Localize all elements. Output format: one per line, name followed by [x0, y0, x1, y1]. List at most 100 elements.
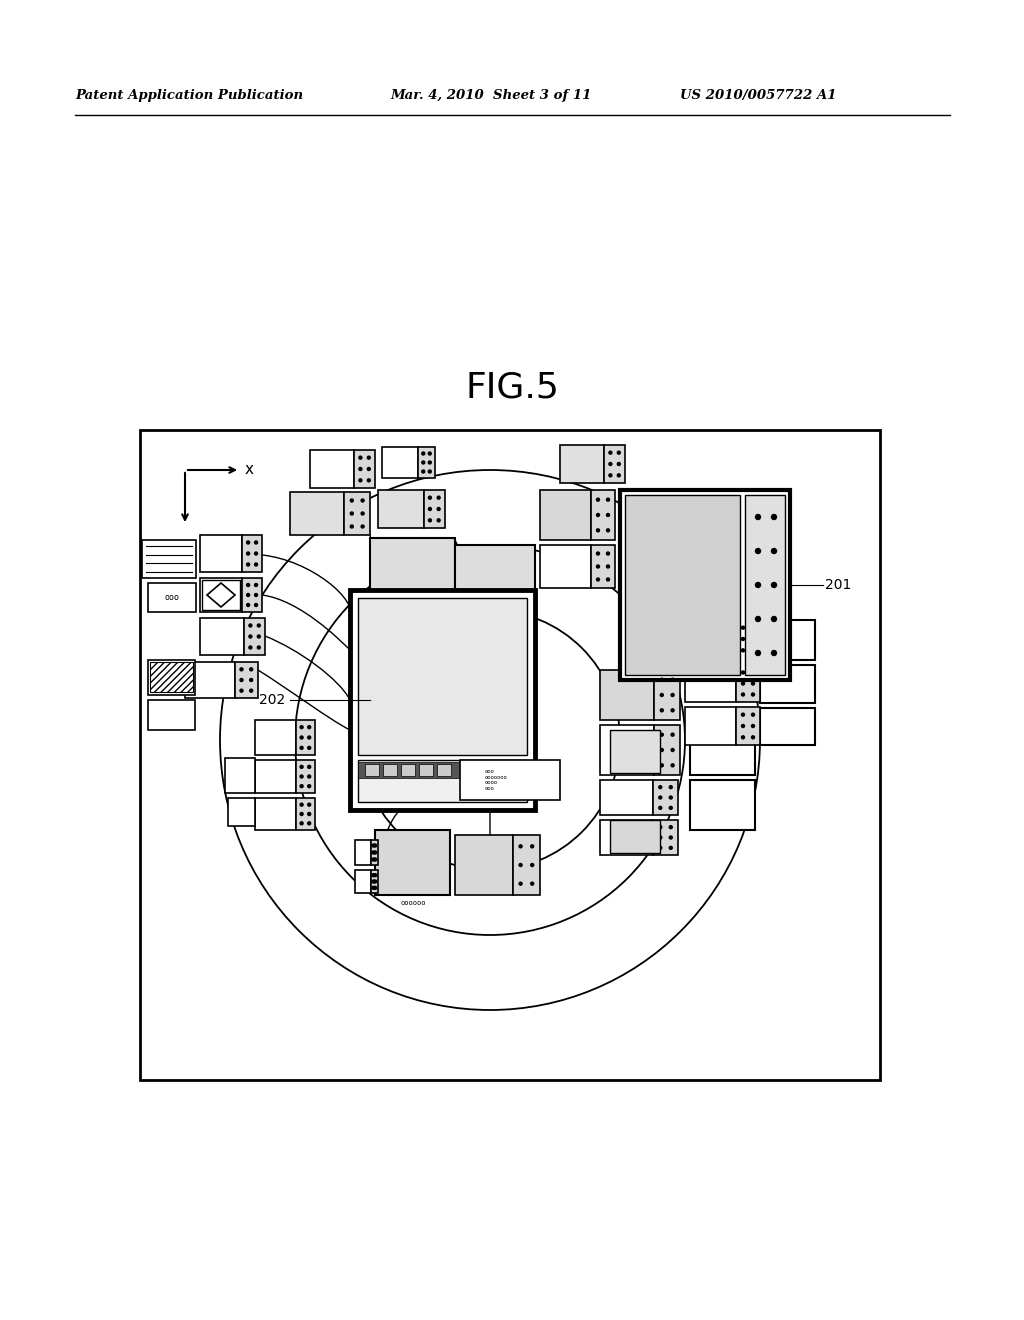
Circle shape: [752, 735, 755, 739]
Circle shape: [606, 578, 609, 581]
Circle shape: [240, 668, 243, 671]
Bar: [290, 492, 344, 535]
Circle shape: [597, 529, 599, 532]
Bar: [540, 490, 591, 540]
Circle shape: [255, 594, 258, 597]
Text: FIG.5: FIG.5: [465, 371, 559, 405]
Bar: [760, 708, 815, 744]
Circle shape: [374, 874, 377, 876]
Circle shape: [255, 564, 258, 566]
Bar: [620, 490, 790, 680]
Circle shape: [368, 479, 371, 482]
Circle shape: [437, 496, 440, 499]
Circle shape: [300, 775, 303, 777]
Circle shape: [741, 638, 744, 640]
Circle shape: [597, 578, 599, 581]
Bar: [437, 764, 451, 776]
Bar: [354, 450, 375, 488]
Bar: [242, 578, 262, 612]
Bar: [745, 495, 785, 675]
Circle shape: [617, 462, 621, 466]
Circle shape: [247, 541, 250, 544]
Circle shape: [307, 775, 310, 777]
Circle shape: [658, 807, 662, 809]
Circle shape: [752, 671, 755, 675]
Circle shape: [374, 851, 377, 854]
Bar: [202, 579, 240, 610]
Circle shape: [660, 678, 664, 681]
Circle shape: [428, 470, 431, 473]
Circle shape: [519, 845, 522, 847]
Circle shape: [358, 479, 361, 482]
Circle shape: [756, 582, 761, 587]
Bar: [610, 820, 660, 853]
Bar: [358, 760, 527, 803]
Circle shape: [422, 451, 425, 455]
Circle shape: [372, 851, 375, 854]
Circle shape: [617, 474, 621, 477]
Bar: [383, 764, 397, 776]
Circle shape: [257, 624, 260, 627]
Circle shape: [756, 616, 761, 622]
Circle shape: [671, 748, 674, 751]
Circle shape: [771, 549, 776, 553]
Circle shape: [617, 451, 621, 454]
Circle shape: [741, 649, 744, 652]
Circle shape: [660, 764, 664, 767]
Bar: [604, 445, 625, 483]
Bar: [736, 620, 760, 657]
Circle shape: [247, 583, 250, 586]
Bar: [760, 620, 815, 660]
Circle shape: [372, 843, 375, 847]
Circle shape: [658, 836, 662, 840]
Circle shape: [606, 513, 609, 516]
Circle shape: [660, 709, 664, 711]
Circle shape: [530, 863, 534, 866]
Circle shape: [372, 858, 375, 861]
Bar: [358, 762, 527, 777]
Circle shape: [660, 733, 664, 737]
Circle shape: [300, 766, 303, 768]
Circle shape: [741, 671, 744, 675]
Bar: [685, 665, 736, 702]
Circle shape: [756, 651, 761, 656]
Bar: [625, 495, 740, 675]
Circle shape: [597, 513, 599, 516]
Bar: [610, 730, 660, 774]
Circle shape: [307, 766, 310, 768]
Circle shape: [756, 515, 761, 520]
Circle shape: [670, 785, 673, 788]
Circle shape: [606, 498, 609, 502]
Bar: [148, 700, 195, 730]
Bar: [255, 799, 296, 830]
Circle shape: [255, 603, 258, 606]
Circle shape: [247, 603, 250, 606]
Circle shape: [437, 507, 440, 511]
Circle shape: [670, 807, 673, 809]
Circle shape: [249, 645, 252, 649]
Bar: [140, 430, 880, 1080]
Circle shape: [240, 689, 243, 692]
Circle shape: [606, 552, 609, 554]
Bar: [371, 870, 378, 894]
Circle shape: [374, 843, 377, 847]
Text: 202: 202: [259, 693, 285, 708]
Bar: [418, 447, 435, 478]
Bar: [200, 535, 242, 572]
Bar: [255, 760, 296, 793]
Circle shape: [428, 461, 431, 465]
Circle shape: [519, 863, 522, 866]
Bar: [419, 764, 433, 776]
Bar: [296, 799, 315, 830]
Circle shape: [741, 725, 744, 727]
Circle shape: [437, 519, 440, 521]
Circle shape: [741, 713, 744, 717]
Bar: [375, 830, 450, 895]
Circle shape: [741, 682, 744, 685]
Bar: [685, 620, 736, 657]
Bar: [355, 870, 371, 894]
Text: 201: 201: [825, 578, 851, 591]
Circle shape: [247, 564, 250, 566]
Circle shape: [361, 512, 365, 515]
Circle shape: [300, 746, 303, 750]
